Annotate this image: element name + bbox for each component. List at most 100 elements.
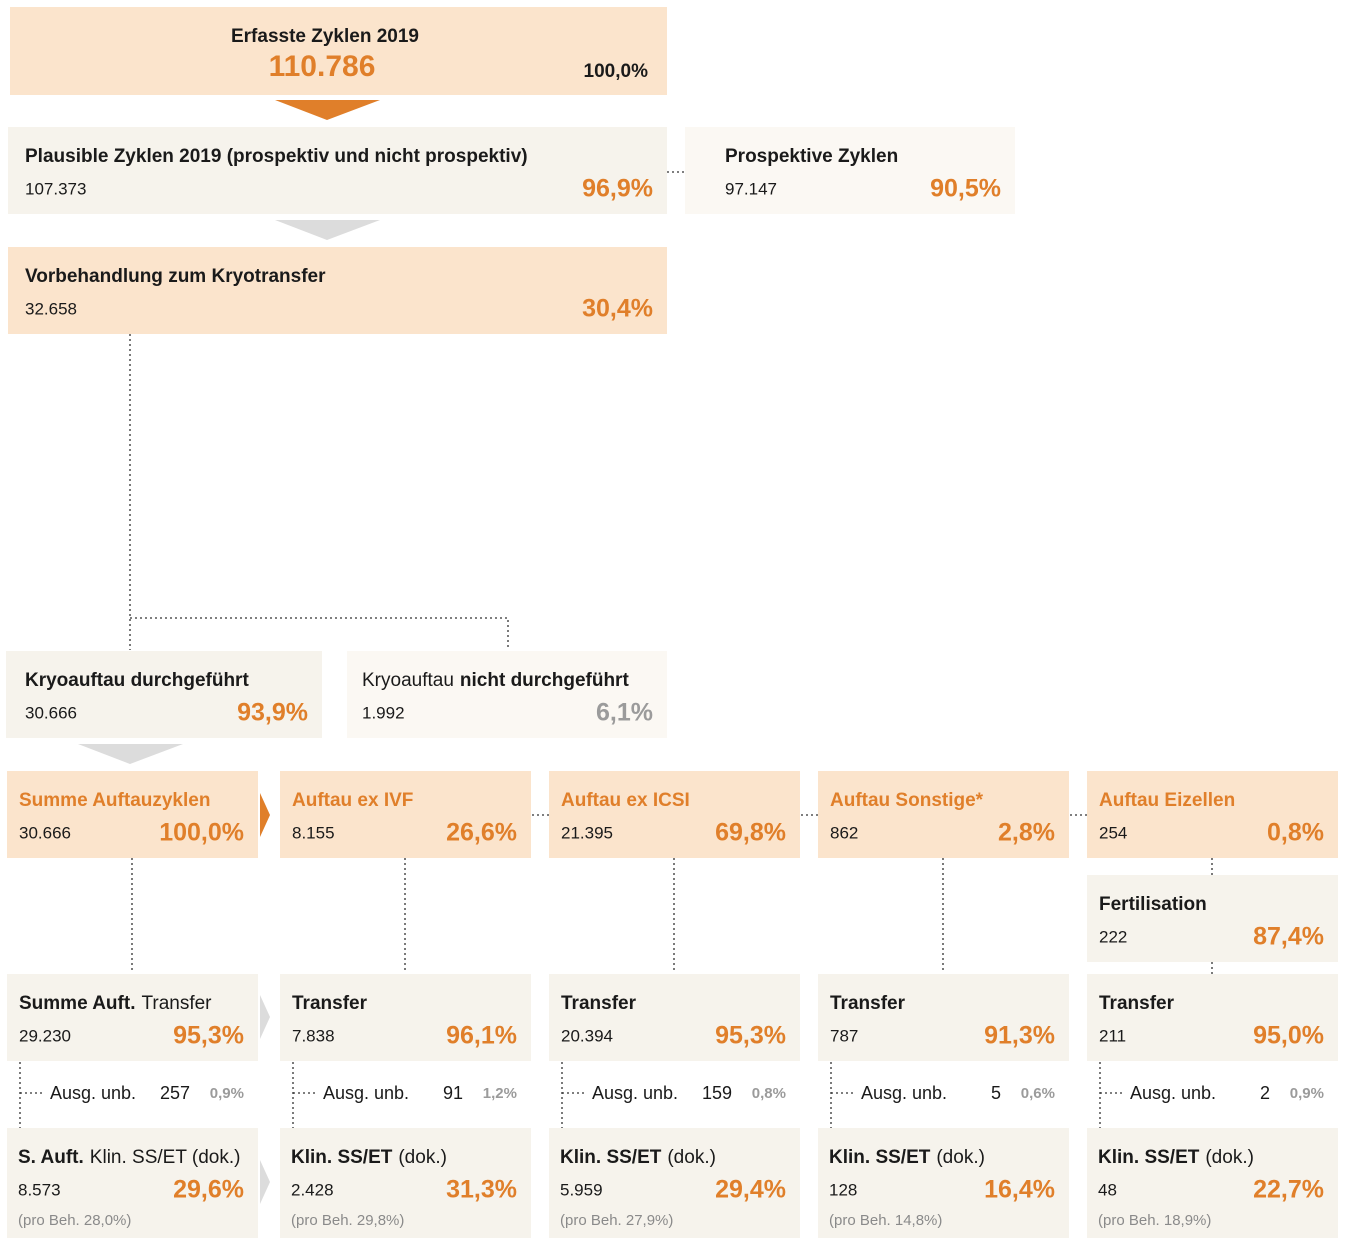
unknown-label: Ausg. unb. bbox=[50, 1083, 136, 1103]
label: Transfer bbox=[292, 993, 368, 1014]
percent: 96,1% bbox=[446, 1022, 517, 1050]
box bbox=[6, 651, 322, 738]
label-part: (dok.) bbox=[936, 1147, 985, 1168]
note: (pro Beh. 18,9%) bbox=[1098, 1212, 1211, 1229]
label: Summe Auft. Transfer bbox=[19, 993, 212, 1014]
label-part: Auftau ex ICSI bbox=[561, 790, 690, 811]
unknown-count: 159 bbox=[702, 1083, 732, 1103]
label-part: Prospektive Zyklen bbox=[725, 146, 898, 167]
percent: 95,3% bbox=[173, 1022, 244, 1050]
unknown-percent: 0,9% bbox=[1290, 1085, 1324, 1102]
label-part: Transfer bbox=[141, 993, 212, 1014]
box bbox=[1087, 875, 1338, 962]
count: 7.838 bbox=[292, 1026, 335, 1045]
count: 107.373 bbox=[25, 179, 86, 198]
box bbox=[280, 974, 531, 1061]
percent: 91,3% bbox=[984, 1022, 1055, 1050]
percent: 29,6% bbox=[173, 1176, 244, 1204]
unknown-count: 5 bbox=[991, 1083, 1001, 1103]
label: Klin. SS/ET (dok.) bbox=[560, 1147, 716, 1168]
percent: 0,8% bbox=[1267, 819, 1324, 847]
label-part: Klin. SS/ET (dok.) bbox=[90, 1147, 241, 1168]
count: 21.395 bbox=[561, 823, 613, 842]
count: 30.666 bbox=[19, 823, 71, 842]
box bbox=[7, 771, 258, 858]
count: 110.786 bbox=[269, 50, 376, 83]
note: (pro Beh. 29,8%) bbox=[291, 1212, 404, 1229]
box bbox=[7, 974, 258, 1061]
box bbox=[818, 771, 1069, 858]
box bbox=[549, 974, 800, 1061]
arrow bbox=[260, 995, 270, 1039]
unknown-count: 257 bbox=[160, 1083, 190, 1103]
percent: 26,6% bbox=[446, 819, 517, 847]
connector bbox=[561, 1062, 587, 1128]
label-part: Summe Auft. bbox=[19, 993, 135, 1014]
note: (pro Beh. 28,0%) bbox=[18, 1212, 131, 1229]
arrow bbox=[260, 793, 270, 837]
arrow bbox=[78, 744, 183, 764]
percent: 6,1% bbox=[596, 699, 653, 727]
label: Auftau ex IVF bbox=[292, 790, 413, 811]
count: 5.959 bbox=[560, 1180, 603, 1199]
unknown-percent: 0,8% bbox=[752, 1085, 786, 1102]
box bbox=[8, 247, 667, 334]
label: Kryoauftau nicht durchgeführt bbox=[362, 670, 629, 691]
percent: 95,0% bbox=[1253, 1022, 1324, 1050]
percent: 31,3% bbox=[446, 1176, 517, 1204]
connector bbox=[19, 1062, 45, 1128]
box bbox=[280, 771, 531, 858]
label: Kryoauftau durchgeführt bbox=[25, 670, 249, 691]
percent: 96,9% bbox=[582, 175, 653, 203]
percent: 87,4% bbox=[1253, 923, 1324, 951]
box bbox=[8, 127, 667, 214]
label-part: S. Auft. bbox=[18, 1147, 84, 1168]
label-part: Klin. SS/ET bbox=[1098, 1147, 1200, 1168]
percent: 100,0% bbox=[159, 819, 244, 847]
percent: 90,5% bbox=[930, 175, 1001, 203]
count: 30.666 bbox=[25, 703, 77, 722]
label: Transfer bbox=[830, 993, 906, 1014]
percent: 30,4% bbox=[582, 295, 653, 323]
count: 2.428 bbox=[291, 1180, 334, 1199]
label: Plausible Zyklen 2019 (prospektiv und ni… bbox=[25, 146, 528, 167]
label-part: Plausible Zyklen 2019 (prospektiv und ni… bbox=[25, 146, 528, 167]
label: Erfasste Zyklen 2019 bbox=[231, 26, 419, 47]
count: 128 bbox=[829, 1180, 857, 1199]
label-part: (dok.) bbox=[398, 1147, 447, 1168]
label-part: Auftau Sonstige* bbox=[830, 790, 984, 811]
label-part: Transfer bbox=[292, 993, 368, 1014]
box bbox=[7, 1128, 258, 1238]
label-part: Auftau ex IVF bbox=[292, 790, 413, 811]
unknown-count: 2 bbox=[1260, 1083, 1270, 1103]
label: Klin. SS/ET (dok.) bbox=[291, 1147, 447, 1168]
label-part: Transfer bbox=[1099, 993, 1175, 1014]
unknown-percent: 1,2% bbox=[483, 1085, 517, 1102]
unknown-percent: 0,6% bbox=[1021, 1085, 1055, 1102]
count: 8.573 bbox=[18, 1180, 61, 1199]
unknown-label: Ausg. unb. bbox=[592, 1083, 678, 1103]
count: 32.658 bbox=[25, 299, 77, 318]
unknown-label: Ausg. unb. bbox=[861, 1083, 947, 1103]
label-part: Transfer bbox=[561, 993, 637, 1014]
label-part: Summe Auftauzyklen bbox=[19, 790, 210, 811]
count: 29.230 bbox=[19, 1026, 71, 1045]
count: 862 bbox=[830, 823, 858, 842]
unknown-percent: 0,9% bbox=[210, 1085, 244, 1102]
box bbox=[685, 127, 1015, 214]
label-part: Vorbehandlung zum Kryotransfer bbox=[25, 266, 326, 287]
label: Transfer bbox=[1099, 993, 1175, 1014]
box bbox=[1087, 771, 1338, 858]
box bbox=[549, 1128, 800, 1238]
label: S. Auft. Klin. SS/ET (dok.) bbox=[18, 1147, 240, 1168]
percent: 16,4% bbox=[984, 1176, 1055, 1204]
count: 211 bbox=[1099, 1026, 1126, 1045]
label: Summe Auftauzyklen bbox=[19, 790, 210, 811]
label-part: Erfasste Zyklen 2019 bbox=[231, 26, 419, 47]
count: 254 bbox=[1099, 823, 1127, 842]
percent: 95,3% bbox=[715, 1022, 786, 1050]
percent: 100,0% bbox=[584, 61, 649, 82]
unknown-label: Ausg. unb. bbox=[323, 1083, 409, 1103]
connector bbox=[292, 1062, 318, 1128]
